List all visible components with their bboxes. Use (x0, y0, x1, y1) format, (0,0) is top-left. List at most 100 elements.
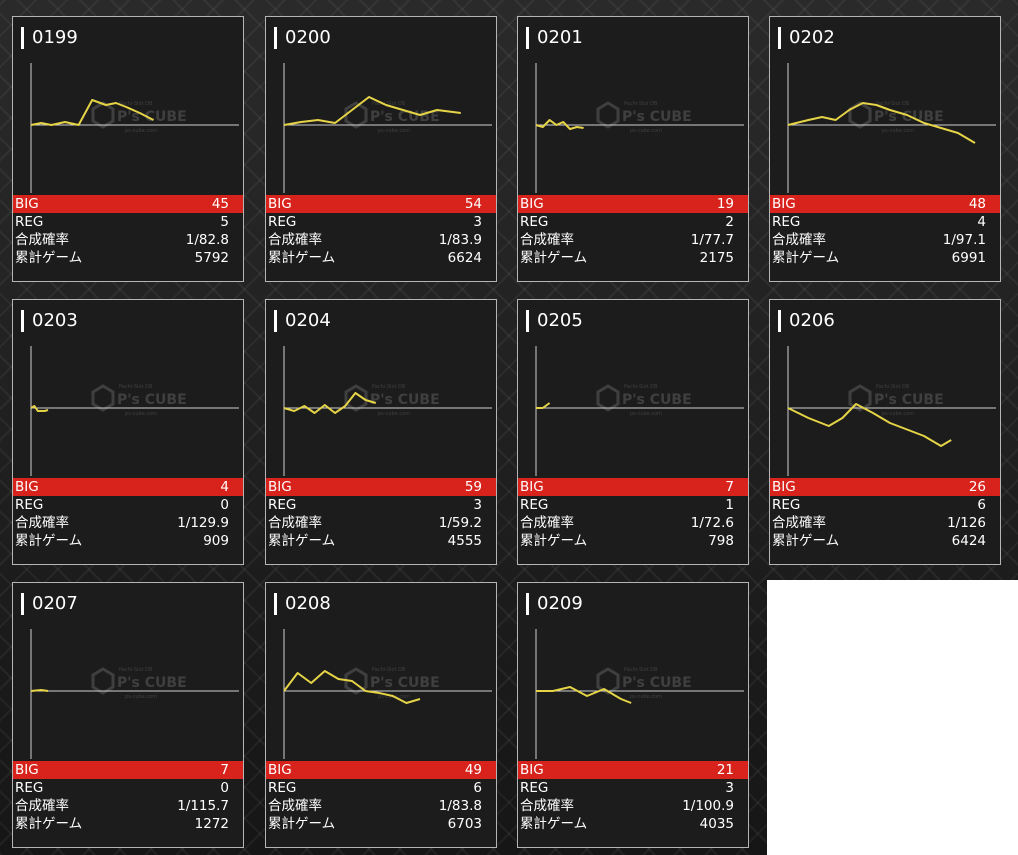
machine-card-0206[interactable]: 0206 P's CUBE Pachi-Slot DB ps-cube.com BI… (769, 299, 1001, 565)
slump-line (283, 392, 377, 414)
cube-icon (596, 667, 620, 695)
watermark-logo: P's CUBE Pachi-Slot DB ps-cube.com (344, 384, 440, 417)
machine-card-0203[interactable]: 0203 P's CUBE Pachi-Slot DB ps-cube.com BI… (12, 299, 244, 565)
games-row: 累計ゲーム 6703 (266, 815, 496, 833)
watermark-text: P's CUBE (622, 109, 692, 125)
slump-line (787, 403, 952, 447)
slump-line (283, 96, 461, 126)
big-count: 7 (725, 479, 734, 495)
games-value: 6991 (951, 250, 986, 266)
watermark-logo: P's CUBE Pachi-Slot DB ps-cube.com (91, 101, 187, 134)
machine-card-0200[interactable]: 0200 P's CUBE Pachi-Slot DB ps-cube.com BI… (265, 16, 497, 282)
rate-label: 合成確率 (268, 798, 322, 814)
games-row: 累計ゲーム 798 (518, 532, 748, 550)
big-row: BIG 7 (518, 478, 748, 496)
rate-row: 合成確率 1/59.2 (266, 514, 496, 532)
rate-value: 1/83.8 (438, 798, 482, 814)
stats-table: BIG 26 REG 6 合成確率 1/126 累計ゲーム 6424 (770, 478, 1000, 550)
stats-table: BIG 45 REG 5 合成確率 1/82.8 累計ゲーム 5792 (13, 195, 243, 267)
big-row: BIG 54 (266, 195, 496, 213)
watermark-logo: P's CUBE Pachi-Slot DB ps-cube.com (91, 384, 187, 417)
reg-row: REG 0 (13, 496, 243, 514)
big-count: 54 (464, 196, 482, 212)
rate-row: 合成確率 1/83.9 (266, 231, 496, 249)
games-value: 798 (708, 533, 734, 549)
big-count: 4 (220, 479, 229, 495)
watermark-text: P's CUBE (622, 675, 692, 691)
games-label: 累計ゲーム (268, 250, 336, 266)
cube-icon (596, 384, 620, 412)
watermark-subtitle: Pachi-Slot DB (119, 384, 153, 390)
watermark-logo: P's CUBE Pachi-Slot DB ps-cube.com (596, 384, 692, 417)
machine-number: 0207 (21, 593, 78, 615)
rate-row: 合成確率 1/129.9 (13, 514, 243, 532)
reg-label: REG (15, 780, 44, 796)
reg-label: REG (520, 214, 549, 230)
watermark-logo: P's CUBE Pachi-Slot DB ps-cube.com (848, 101, 944, 134)
games-label: 累計ゲーム (772, 250, 840, 266)
watermark-caption: ps-cube.com (125, 411, 157, 417)
stats-table: BIG 7 REG 1 合成確率 1/72.6 累計ゲーム 798 (518, 478, 748, 550)
rate-row: 合成確率 1/126 (770, 514, 1000, 532)
rate-row: 合成確率 1/83.8 (266, 797, 496, 815)
games-label: 累計ゲーム (15, 816, 83, 832)
watermark-subtitle: Pachi-Slot DB (372, 384, 406, 390)
big-row: BIG 26 (770, 478, 1000, 496)
watermark-subtitle: Pachi-Slot DB (624, 101, 658, 107)
rate-label: 合成確率 (520, 232, 574, 248)
machine-number: 0200 (274, 27, 331, 49)
watermark-caption: ps-cube.com (378, 128, 410, 134)
slump-line (787, 102, 976, 144)
rate-value: 1/83.9 (438, 232, 482, 248)
rate-label: 合成確率 (772, 515, 826, 531)
reg-row: REG 3 (266, 496, 496, 514)
rate-row: 合成確率 1/82.8 (13, 231, 243, 249)
reg-row: REG 3 (518, 779, 748, 797)
watermark-subtitle: Pachi-Slot DB (119, 101, 153, 107)
reg-row: REG 3 (266, 213, 496, 231)
machine-card-0209[interactable]: 0209 P's CUBE Pachi-Slot DB ps-cube.com BI… (517, 582, 749, 848)
watermark-logo: P's CUBE Pachi-Slot DB ps-cube.com (344, 101, 440, 134)
games-row: 累計ゲーム 6624 (266, 249, 496, 267)
games-value: 1272 (194, 816, 229, 832)
big-row: BIG 21 (518, 761, 748, 779)
watermark-subtitle: Pachi-Slot DB (624, 384, 658, 390)
big-count: 7 (220, 762, 229, 778)
big-row: BIG 49 (266, 761, 496, 779)
games-label: 累計ゲーム (520, 533, 588, 549)
watermark-logo: P's CUBE Pachi-Slot DB ps-cube.com (91, 667, 187, 700)
watermark-logo: P's CUBE Pachi-Slot DB ps-cube.com (596, 667, 692, 700)
machine-card-0208[interactable]: 0208 P's CUBE Pachi-Slot DB ps-cube.com BI… (265, 582, 497, 848)
big-count: 48 (968, 196, 986, 212)
machine-card-0207[interactable]: 0207 P's CUBE Pachi-Slot DB ps-cube.com BI… (12, 582, 244, 848)
games-row: 累計ゲーム 2175 (518, 249, 748, 267)
machine-card-0199[interactable]: 0199 P's CUBE Pachi-Slot DB ps-cube.com BI… (12, 16, 244, 282)
machine-card-0205[interactable]: 0205 P's CUBE Pachi-Slot DB ps-cube.com BI… (517, 299, 749, 565)
games-row: 累計ゲーム 6424 (770, 532, 1000, 550)
machine-card-0202[interactable]: 0202 P's CUBE Pachi-Slot DB ps-cube.com BI… (769, 16, 1001, 282)
cube-icon (848, 384, 872, 412)
big-label: BIG (268, 196, 292, 212)
stats-table: BIG 59 REG 3 合成確率 1/59.2 累計ゲーム 4555 (266, 478, 496, 550)
machine-card-0201[interactable]: 0201 P's CUBE Pachi-Slot DB ps-cube.com BI… (517, 16, 749, 282)
stats-table: BIG 54 REG 3 合成確率 1/83.9 累計ゲーム 6624 (266, 195, 496, 267)
reg-row: REG 4 (770, 213, 1000, 231)
machine-card-0204[interactable]: 0204 P's CUBE Pachi-Slot DB ps-cube.com BI… (265, 299, 497, 565)
watermark-text: P's CUBE (874, 109, 944, 125)
watermark-logo: P's CUBE Pachi-Slot DB ps-cube.com (596, 101, 692, 134)
reg-count: 3 (473, 214, 482, 230)
rate-row: 合成確率 1/100.9 (518, 797, 748, 815)
machine-number: 0209 (526, 593, 583, 615)
big-count: 45 (211, 196, 229, 212)
reg-label: REG (268, 214, 297, 230)
rate-row: 合成確率 1/97.1 (770, 231, 1000, 249)
games-label: 累計ゲーム (15, 533, 83, 549)
reg-label: REG (268, 497, 297, 513)
rate-row: 合成確率 1/77.7 (518, 231, 748, 249)
games-value: 909 (203, 533, 229, 549)
reg-count: 0 (220, 497, 229, 513)
